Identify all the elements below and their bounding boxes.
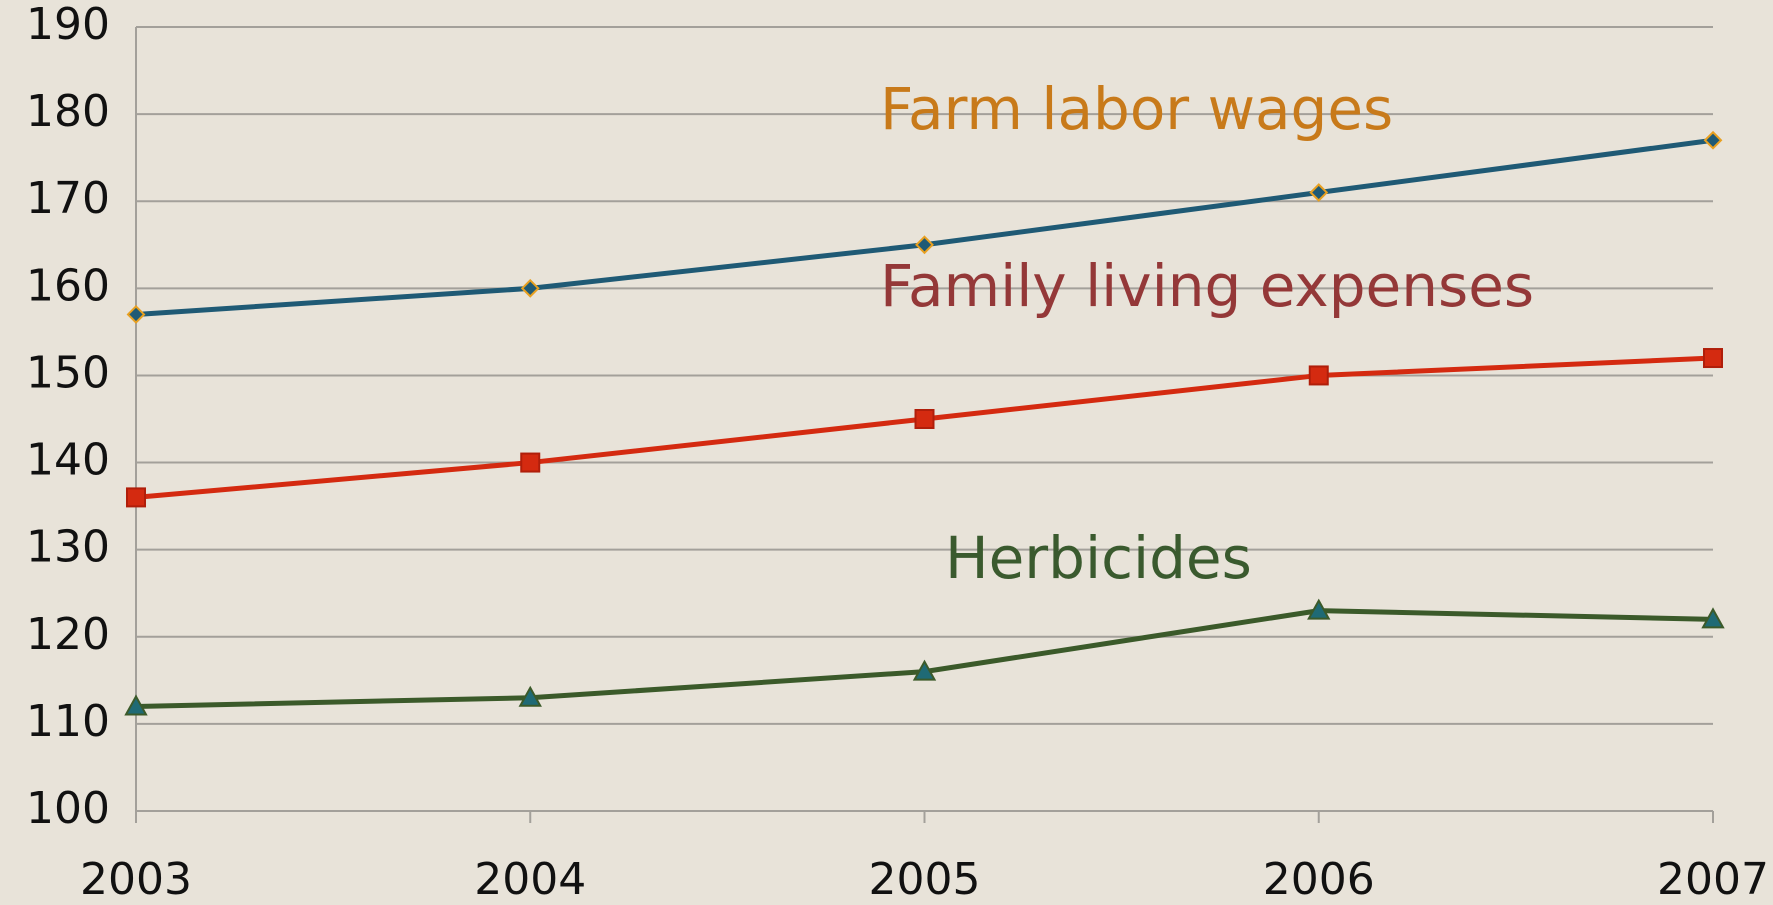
series-line [135, 608, 1714, 709]
y-tick-label: 100 [26, 783, 110, 834]
x-tick-label: 2006 [1263, 854, 1375, 905]
x-tick-label: 2005 [869, 854, 981, 905]
x-tick-label: 2007 [1657, 854, 1769, 905]
marker [520, 452, 541, 473]
marker [914, 409, 935, 429]
marker [1307, 598, 1331, 620]
marker [126, 487, 146, 508]
x-tick-label: 2004 [474, 854, 586, 905]
y-tick-label: 140 [26, 435, 110, 486]
marker [1308, 365, 1329, 386]
y-tick-label: 120 [26, 609, 110, 660]
marker [915, 235, 934, 255]
y-tick-label: 170 [26, 173, 110, 224]
marker [1701, 607, 1725, 629]
marker [518, 685, 542, 707]
series-label: Farm labor wages [880, 75, 1393, 143]
y-tick-label: 110 [26, 696, 110, 747]
marker [1309, 183, 1329, 202]
y-tick-label: 180 [26, 86, 110, 137]
y-tick-label: 150 [26, 347, 110, 398]
x-tick-label: 2003 [80, 854, 192, 905]
marker [124, 694, 148, 716]
series-label: Herbicides [945, 524, 1252, 592]
marker [520, 278, 540, 298]
y-tick-label: 130 [26, 522, 110, 573]
marker [1703, 348, 1723, 369]
marker [1703, 130, 1723, 150]
y-tick-label: 190 [26, 0, 110, 50]
y-tick-label: 160 [26, 260, 110, 311]
series-label: Family living expenses [880, 252, 1534, 320]
marker [912, 659, 937, 681]
marker [126, 305, 146, 324]
